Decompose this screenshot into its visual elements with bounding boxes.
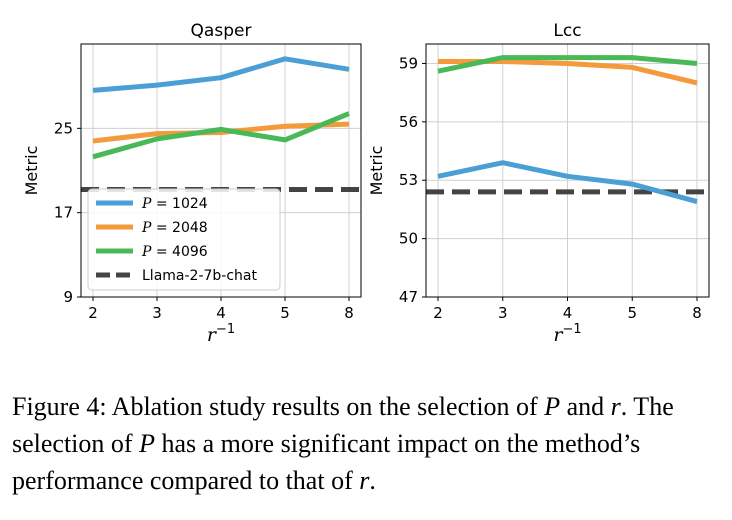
caption-var: r (359, 466, 370, 495)
legend-entry: P = 1024 (141, 196, 208, 212)
x-tick-label: 5 (627, 304, 637, 322)
x-axis-label: r−1 (207, 322, 235, 346)
chart-panel-lcc: 2 3 4 5 8 47 50 53 56 59 Lcc Metric r−1 (367, 21, 710, 346)
caption-var: P (139, 429, 155, 458)
y-tick-label: 56 (399, 113, 418, 131)
figure-caption: Figure 4: Ablation study results on the … (12, 388, 724, 499)
series-line (437, 160, 698, 205)
series-line (92, 56, 350, 93)
chart-title: Lcc (553, 21, 581, 41)
chart-panel-qasper: 2 3 4 5 8 9 17 25 Qasper Metric r−1 (22, 21, 362, 346)
x-tick-label: 3 (498, 304, 508, 322)
y-tick-label: 50 (399, 230, 418, 248)
legend-entry: P = 4096 (141, 244, 208, 260)
caption-var: r (610, 392, 621, 421)
y-axis-label: Metric (22, 146, 41, 196)
figure-canvas: 2 3 4 5 8 9 17 25 Qasper Metric r−1 2 3 4 5 8 47 50 53 56 59… (22, 21, 710, 346)
x-tick-label: 2 (433, 304, 443, 322)
x-tick-label: 2 (88, 304, 98, 322)
legend-box (87, 188, 281, 291)
caption-text: has a more significant impact on the met… (12, 429, 641, 495)
x-tick-label: 4 (563, 304, 573, 322)
x-tick-label: 3 (152, 304, 162, 322)
y-tick-label: 9 (63, 288, 73, 306)
x-tick-label: 4 (216, 304, 226, 322)
legend: P = 1024 P = 2048 P = 4096 Llama-2-7b-chat (87, 188, 281, 291)
x-tick-label: 8 (692, 304, 702, 322)
chart-title: Qasper (191, 21, 252, 41)
y-tick-label: 59 (399, 54, 418, 72)
caption-label: Figure 4: (12, 392, 107, 421)
x-tick-label: 8 (344, 304, 354, 322)
series-line (92, 111, 350, 160)
caption-text: and (560, 392, 611, 421)
caption-text: . The selection of (12, 392, 674, 458)
caption-var: P (544, 392, 561, 421)
caption-text: Ablation study results on the selection … (106, 392, 545, 421)
x-axis-label: r−1 (553, 322, 581, 346)
y-tick-label: 47 (399, 288, 418, 306)
legend-entry: P = 2048 (141, 220, 208, 236)
series-line (437, 55, 698, 74)
y-tick-label: 25 (54, 119, 73, 137)
y-tick-label: 53 (399, 171, 418, 189)
y-tick-label: 17 (54, 204, 73, 222)
legend-entry: Llama-2-7b-chat (142, 268, 257, 284)
caption-text: . (369, 466, 376, 495)
y-axis-label: Metric (367, 146, 386, 196)
series-line (92, 121, 350, 144)
x-tick-label: 5 (280, 304, 290, 322)
